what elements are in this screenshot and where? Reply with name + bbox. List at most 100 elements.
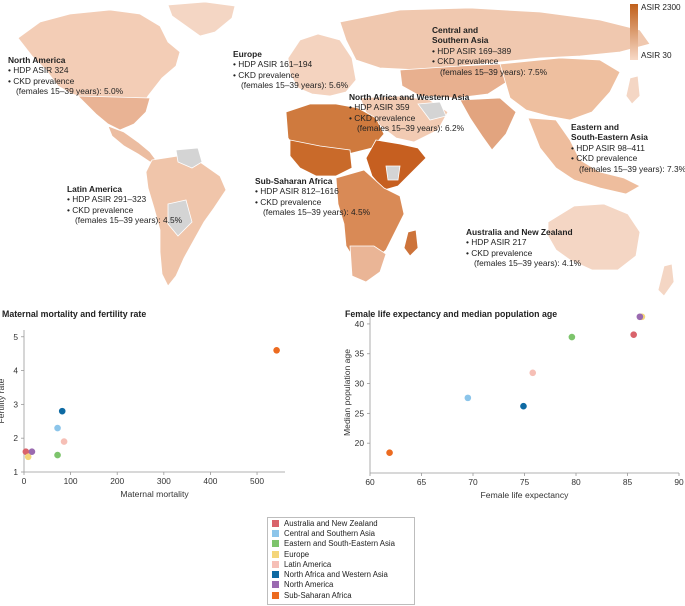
data-point	[22, 448, 30, 456]
legend-item: Latin America	[268, 559, 414, 569]
label-latin-america: Latin America • HDP ASIR 291–323 • CKD p…	[67, 184, 182, 226]
region-asir: • HDP ASIR 98–411	[571, 142, 645, 153]
legend-label: Europe	[284, 549, 310, 559]
map-southeast-asia	[527, 117, 641, 195]
data-point	[58, 407, 66, 415]
legend-item: Australia and New Zealand	[268, 518, 414, 528]
legend-label: Central and Southern Asia	[284, 528, 376, 538]
data-point	[24, 453, 32, 461]
map-russia	[339, 7, 651, 71]
label-europe: Europe • HDP ASIR 161–194 • CKD prevalen…	[233, 49, 348, 91]
map-east-africa	[365, 139, 427, 191]
x-tick-label: 100	[64, 476, 78, 486]
region-ckd-value: (females 15–39 years): 7.5%	[440, 66, 548, 77]
region-ckd: • CKD prevalence	[349, 112, 416, 123]
legend-swatch	[272, 581, 279, 589]
map-south-america-nodata	[175, 147, 203, 169]
map-europe	[287, 33, 357, 97]
map-madagascar	[403, 229, 419, 257]
scale-min-label: ASIR 30	[641, 51, 672, 60]
region-asir: • HDP ASIR 291–323	[67, 194, 147, 205]
x-tick-label: 65	[417, 477, 427, 487]
legend-swatch	[272, 519, 279, 527]
x-tick-label: 85	[623, 477, 633, 487]
x-tick-label: 75	[520, 477, 530, 487]
region-name-2: Southern Asia	[432, 35, 489, 46]
data-point	[464, 394, 472, 402]
data-point	[636, 313, 644, 321]
region-ckd: • CKD prevalence	[233, 69, 300, 80]
region-name: North Africa and Western Asia	[349, 92, 470, 102]
data-point	[54, 451, 61, 459]
y-tick-label: 5	[13, 332, 18, 342]
map-central-america	[107, 125, 157, 163]
map-southern-africa	[349, 245, 387, 283]
data-point	[529, 369, 537, 377]
legend-label: North America	[284, 580, 334, 590]
x-axis-label: Maternal mortality	[120, 489, 189, 499]
data-point	[60, 438, 68, 445]
map-africa-nodata	[385, 165, 401, 181]
world-map: ASIR 2300 ASIR 30 North America • HDP AS…	[0, 0, 685, 300]
legend-item: Sub-Saharan Africa	[268, 590, 414, 600]
region-name: Eastern and	[571, 122, 619, 132]
y-tick-label: 40	[355, 319, 365, 329]
x-tick-label: 500	[250, 476, 264, 486]
x-tick-label: 80	[571, 477, 581, 487]
x-tick-label: 90	[674, 477, 684, 487]
region-name: Sub-Saharan Africa	[255, 176, 333, 186]
region-asir: • HDP ASIR 324	[8, 65, 69, 76]
legend-item: Central and Southern Asia	[268, 528, 414, 538]
legend-label: Latin America	[284, 559, 332, 569]
map-australia	[547, 203, 641, 271]
label-australia-nz: Australia and New Zealand • HDP ASIR 217…	[466, 227, 581, 269]
asir-color-scale	[630, 4, 638, 60]
map-central-asia	[399, 63, 511, 99]
y-tick-label: 3	[13, 399, 18, 409]
chart-maternal-mortality-fertility: 0 100 200 300 400 500 1 2 3 4 5 Maternal mortality F…	[0, 330, 285, 499]
legend-item: Europe	[268, 549, 414, 559]
region-asir: • HDP ASIR 217	[466, 237, 527, 248]
region-asir: • HDP ASIR 359	[349, 102, 410, 113]
region-name: Australia and New Zealand	[466, 227, 573, 237]
region-ckd: • CKD prevalence	[466, 247, 533, 258]
map-greenland	[167, 1, 236, 37]
legend-swatch	[272, 529, 279, 537]
region-ckd-value: (females 15–39 years): 5.0%	[16, 86, 124, 97]
y-tick-label: 20	[355, 438, 365, 448]
legend-swatch	[272, 540, 279, 548]
legend-item: Eastern and South-Eastern Asia	[268, 539, 414, 549]
map-middle-east-nodata	[417, 101, 447, 121]
world-map-shapes	[17, 1, 675, 297]
region-ckd: • CKD prevalence	[571, 153, 638, 164]
x-tick-label: 60	[365, 477, 375, 487]
map-japan	[625, 75, 641, 105]
label-north-africa-western-asia: North Africa and Western Asia • HDP ASIR…	[349, 92, 469, 134]
map-south-america-nodata-2	[167, 199, 193, 237]
region-name: Latin America	[67, 184, 123, 194]
label-central-southern-asia: Central and Southern Asia • HDP ASIR 169…	[432, 25, 547, 77]
region-name: North America	[8, 55, 66, 65]
legend-label: Sub-Saharan Africa	[284, 590, 352, 600]
map-west-africa	[289, 139, 353, 177]
x-tick-label: 400	[203, 476, 217, 486]
map-central-africa	[335, 169, 405, 263]
legend-label: North Africa and Western Asia	[284, 570, 388, 580]
region-ckd-value: (females 15–39 years): 4.5%	[263, 207, 371, 218]
region-name: Central and	[432, 25, 479, 35]
data-point	[568, 333, 576, 341]
chart1-title: Maternal mortality and fertility rate	[2, 309, 147, 319]
data-point	[273, 346, 280, 354]
y-tick-label: 1	[13, 467, 18, 477]
data-point	[630, 331, 637, 338]
data-point	[520, 402, 527, 410]
data-point	[386, 449, 393, 457]
legend-label: Australia and New Zealand	[284, 518, 378, 528]
region-ckd-value: (females 15–39 years): 5.6%	[241, 80, 349, 91]
data-point	[28, 448, 36, 456]
region-asir: • HDP ASIR 161–194	[233, 59, 313, 70]
x-tick-label: 300	[157, 476, 171, 486]
region-ckd-value: (females 15–39 years): 6.2%	[357, 123, 465, 134]
legend-item: North Africa and Western Asia	[268, 569, 414, 579]
